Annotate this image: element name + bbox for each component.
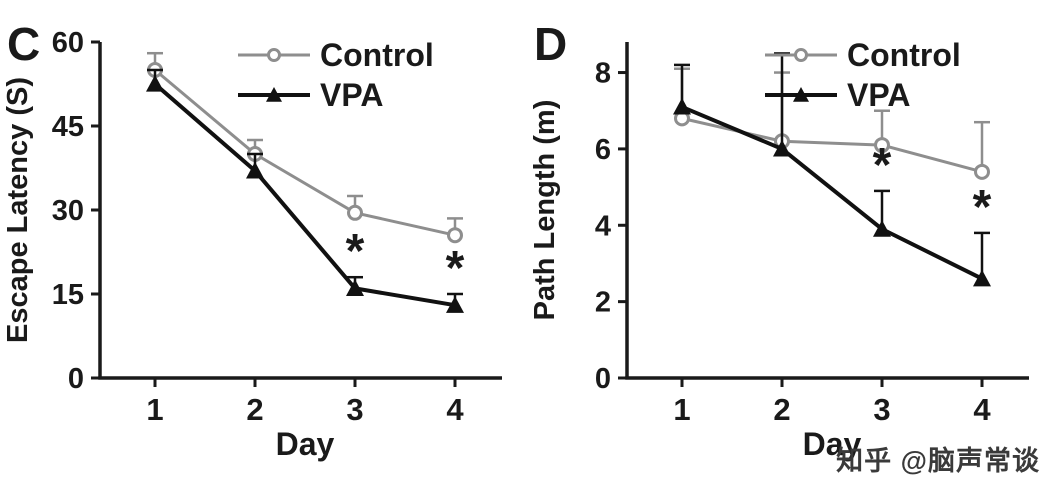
y-tick-label: 0	[68, 363, 84, 395]
panel-label: C	[7, 18, 40, 70]
series-line	[154, 68, 456, 237]
triangle-filled-marker	[146, 75, 164, 92]
x-axis-title: Day	[803, 426, 862, 462]
triangle-filled-marker	[446, 296, 464, 313]
legend: Control VPA	[765, 37, 961, 113]
legend-label: Control	[847, 37, 961, 73]
triangle-filled-marker	[346, 279, 364, 297]
x-tick-label: 3	[873, 392, 890, 427]
circle-open-marker	[347, 204, 363, 221]
circle-open-marker	[874, 137, 890, 154]
series-line	[681, 105, 983, 281]
series-vpa	[146, 68, 464, 313]
axes	[625, 42, 1029, 380]
y-tick-label: 2	[595, 287, 611, 319]
series-vpa	[673, 52, 991, 287]
series-line	[153, 82, 456, 308]
triangle-filled-marker	[793, 87, 809, 102]
watermark: 知乎 @脑声常谈	[836, 446, 1040, 476]
triangle-filled-marker	[266, 87, 282, 102]
x-tick-label: 4	[973, 392, 991, 427]
circle-open-marker	[974, 163, 990, 180]
chart-escape-latency: 0 15 30 45 60 1 2 3 4 Day Escape Latency (S) C Contr…	[2, 18, 502, 462]
y-axis-ticks: 0 2 4 6 8	[595, 58, 627, 395]
axes	[98, 42, 502, 380]
significance-asterisk: *	[973, 181, 992, 234]
circle-open-marker	[447, 227, 463, 244]
significance-asterisk: *	[346, 225, 365, 278]
x-tick-label: 2	[773, 392, 790, 427]
y-tick-label: 4	[595, 210, 611, 242]
legend-label: VPA	[847, 77, 910, 113]
legend-label: Control	[320, 37, 434, 73]
y-tick-label: 60	[52, 27, 84, 59]
y-tick-label: 30	[52, 195, 84, 227]
x-tick-label: 4	[446, 392, 464, 427]
x-tick-label: 3	[346, 392, 363, 427]
chart-path-length: 0 2 4 6 8 1 2 3 4 Day Path Length (m) D Control VPA * *	[529, 18, 1029, 462]
y-tick-label: 45	[52, 111, 84, 143]
panel-label: D	[534, 18, 567, 70]
triangle-filled-marker	[673, 97, 691, 115]
y-axis-title: Path Length (m)	[529, 100, 561, 321]
significance-asterisk: *	[873, 139, 892, 192]
x-tick-label: 1	[146, 392, 163, 427]
y-tick-label: 15	[52, 279, 84, 311]
triangle-filled-marker	[873, 220, 891, 237]
y-tick-label: 8	[595, 58, 611, 90]
significance-asterisk: *	[446, 242, 465, 295]
triangle-filled-marker	[246, 161, 264, 179]
y-axis-ticks: 0 15 30 45 60	[52, 27, 100, 395]
x-tick-label: 2	[246, 392, 263, 427]
circle-open-marker	[267, 48, 281, 62]
legend-label: VPA	[320, 77, 383, 113]
y-axis-title: Escape Latency (S)	[2, 77, 34, 343]
y-tick-label: 6	[595, 134, 611, 166]
circle-open-marker	[794, 48, 808, 62]
x-axis-ticks: 1 2 3 4	[146, 378, 464, 427]
x-tick-label: 1	[673, 392, 690, 427]
triangle-filled-marker	[773, 139, 791, 157]
triangle-filled-marker	[973, 269, 991, 287]
x-axis-title: Day	[276, 426, 335, 462]
x-axis-ticks: 1 2 3 4	[673, 378, 991, 427]
y-tick-label: 0	[595, 363, 611, 395]
legend: Control VPA	[238, 37, 434, 113]
series-control	[147, 51, 463, 244]
